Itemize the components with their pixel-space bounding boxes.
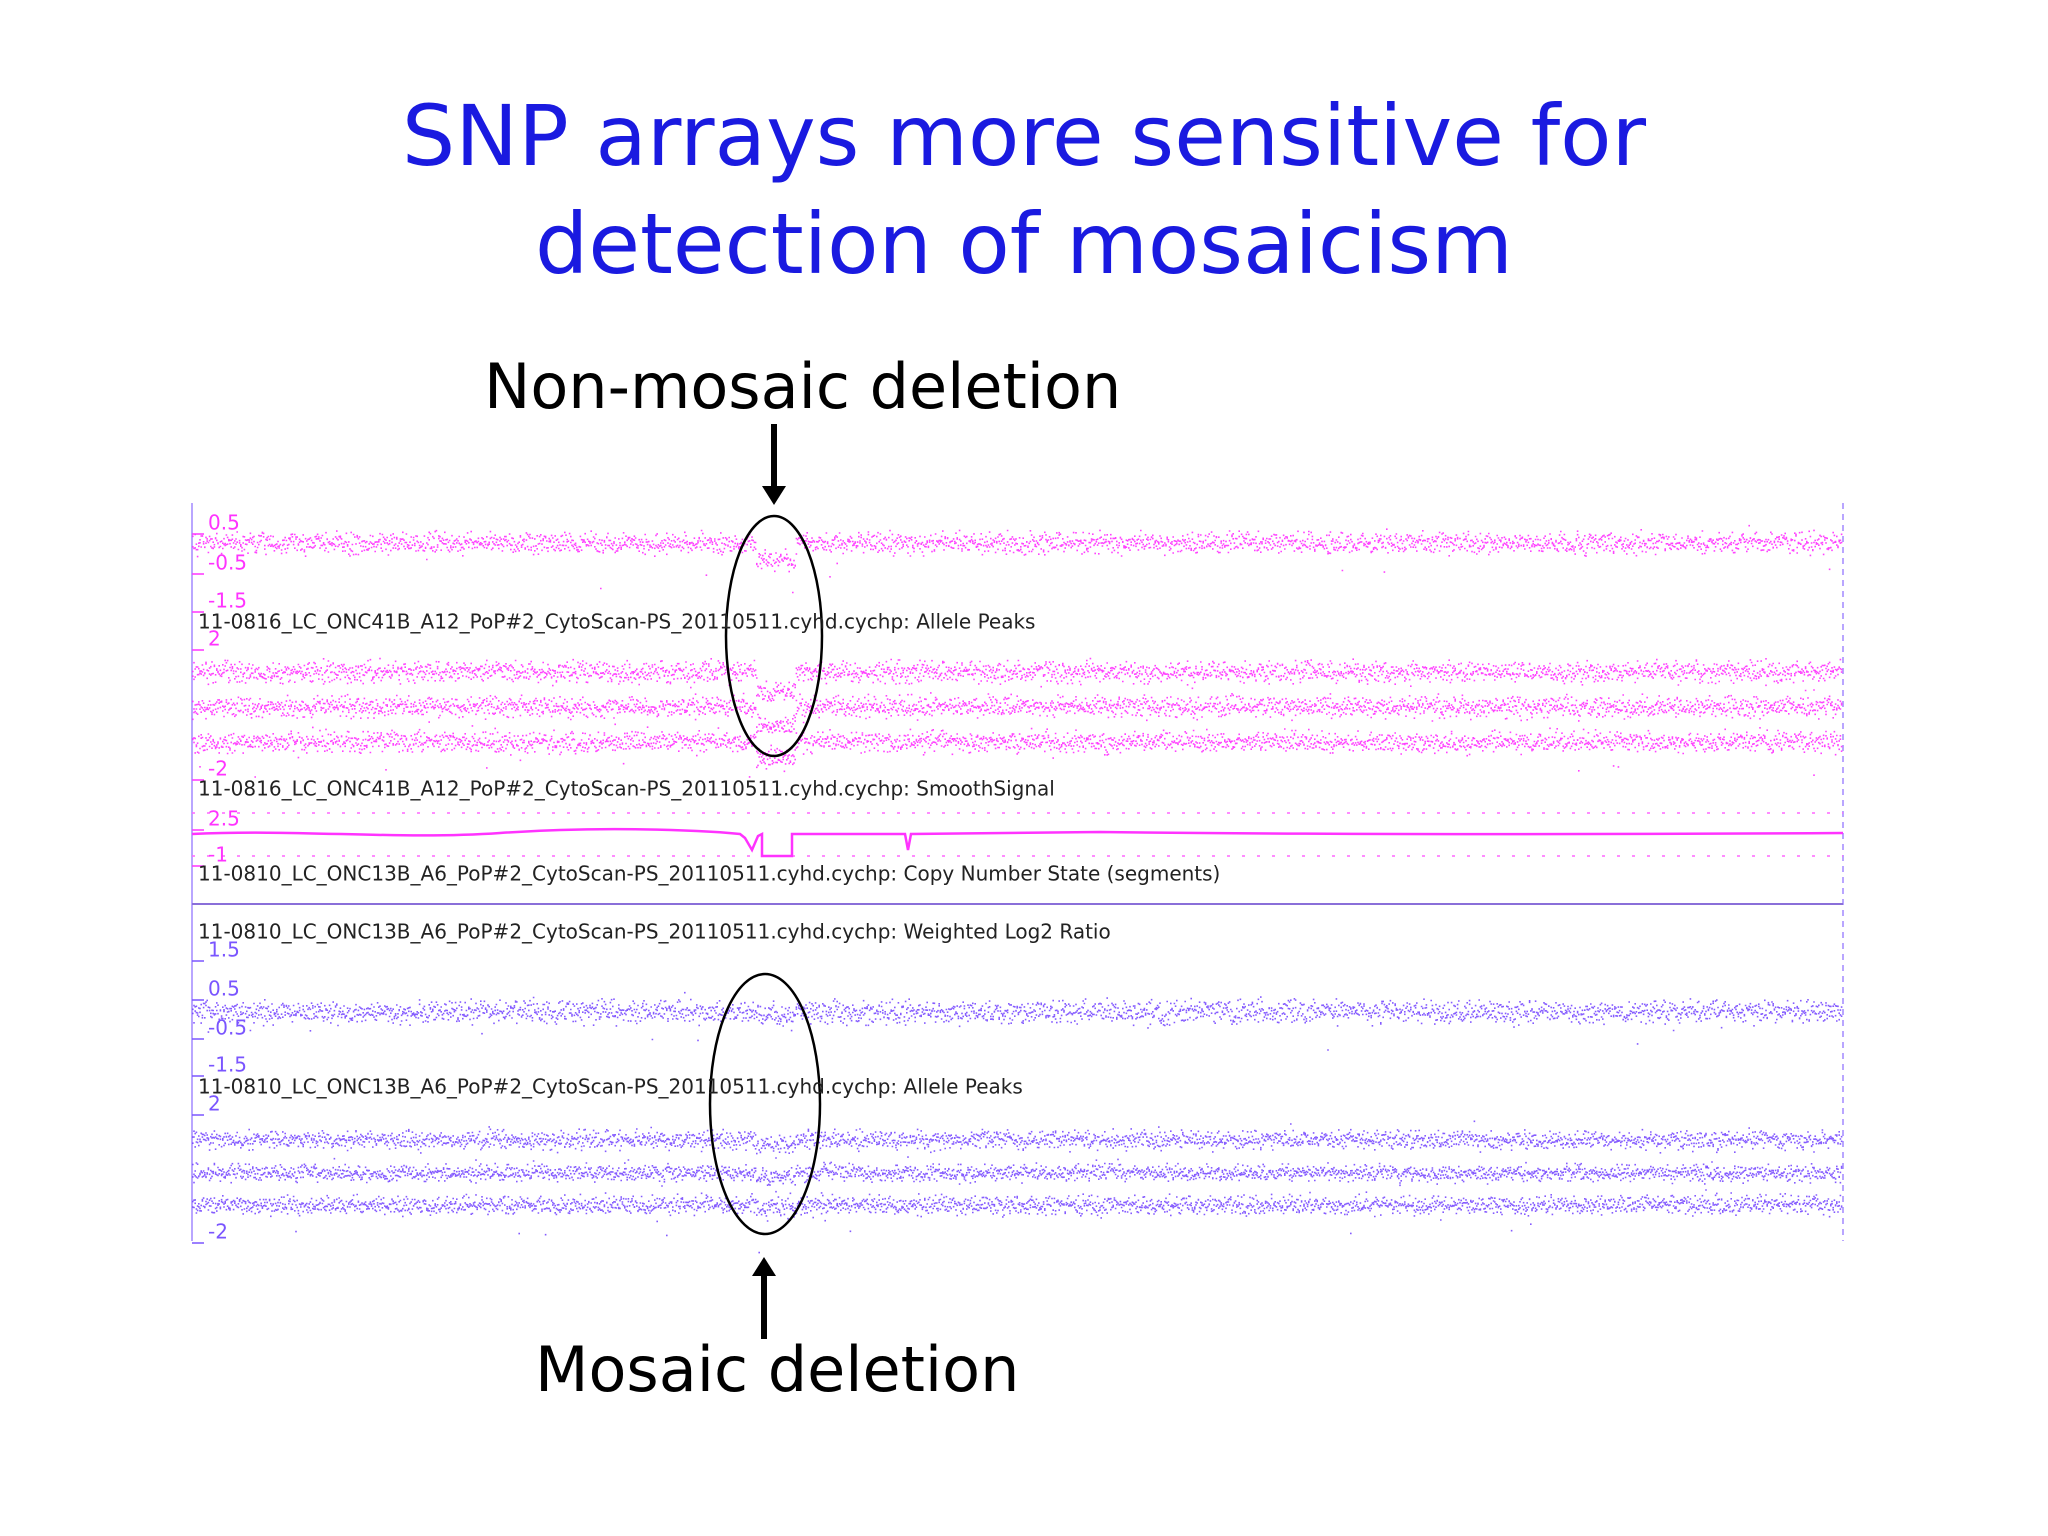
annotation: Non-mosaic deletion xyxy=(484,350,1122,423)
tick-label: -1.5 xyxy=(208,589,247,613)
signal-band xyxy=(192,726,1843,778)
tick-label: 2.5 xyxy=(208,807,240,831)
tick-label: -1 xyxy=(208,843,228,867)
track-label: 11-0810_LC_ONC13B_A6_PoP#2_CytoScan-PS_2… xyxy=(198,1075,1023,1099)
track-label: 11-0810_LC_ONC13B_A6_PoP#2_CytoScan-PS_2… xyxy=(198,862,1220,886)
arrow-head xyxy=(762,486,786,505)
tick-label: 2 xyxy=(208,1092,221,1116)
tick-label: 1.5 xyxy=(208,938,240,962)
arrow-head xyxy=(752,1257,776,1276)
tick-label: 0.5 xyxy=(208,977,240,1001)
track-label: 11-0816_LC_ONC41B_A12_PoP#2_CytoScan-PS_… xyxy=(198,610,1035,634)
track-label: 11-0816_LC_ONC41B_A12_PoP#2_CytoScan-PS_… xyxy=(198,777,1055,801)
tick-label: -2 xyxy=(208,1220,228,1244)
track-label: 11-0810_LC_ONC13B_A6_PoP#2_CytoScan-PS_2… xyxy=(198,920,1111,944)
signal-band xyxy=(192,686,1843,740)
signal-band xyxy=(192,991,1843,1051)
tick-label: -0.5 xyxy=(208,1016,247,1040)
tick-label: -2 xyxy=(208,757,228,781)
signal-band xyxy=(192,1120,1843,1174)
slide-title: SNP arrays more sensitive for detection … xyxy=(401,87,1647,293)
highlight-ellipse xyxy=(724,514,824,758)
signal-band xyxy=(192,657,1843,714)
signal-band xyxy=(192,1189,1843,1254)
signal-band xyxy=(192,524,1843,594)
tick-label: -0.5 xyxy=(208,551,247,575)
smooth-signal xyxy=(191,827,1844,858)
signal-plot xyxy=(192,524,1843,1254)
tick-label: 0.5 xyxy=(208,511,240,535)
tick-label: -1.5 xyxy=(208,1053,247,1077)
tick-label: 2 xyxy=(208,627,221,651)
annotation: Mosaic deletion xyxy=(535,1333,1020,1406)
signal-band xyxy=(192,1152,1843,1207)
highlight-ellipse xyxy=(708,972,822,1236)
